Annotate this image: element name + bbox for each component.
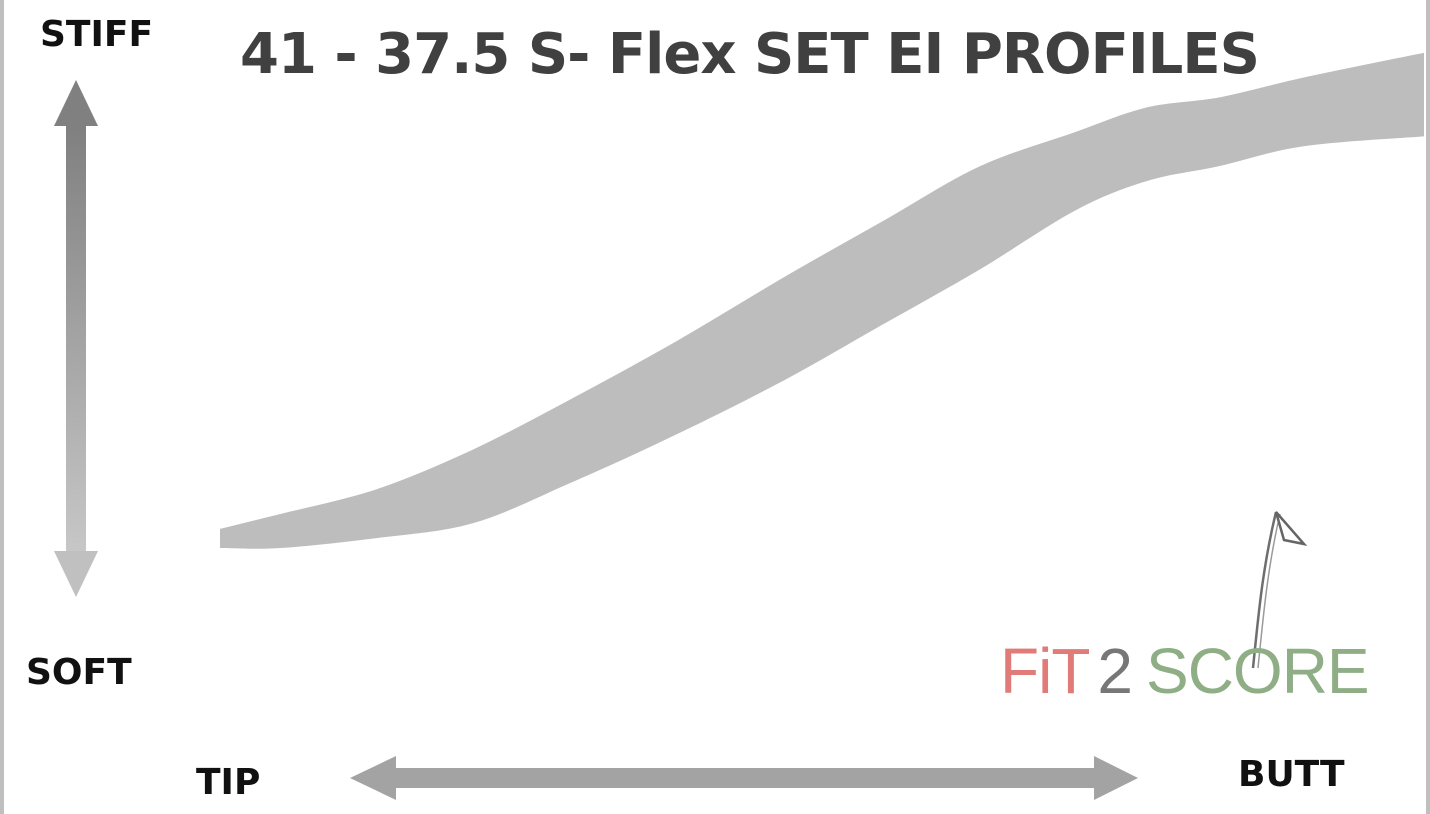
ei-profile-upper-edge [219,51,1425,529]
tip-arrow-head [350,756,396,800]
butt-label: BUTT [1238,754,1345,795]
stiffness-arrow [54,80,98,597]
tip-butt-arrow [350,756,1138,800]
tip-label: TIP [196,762,261,803]
soft-label: SOFT [26,652,132,693]
flag-icon [1251,511,1308,669]
stiffness-arrow-down-head [54,551,98,597]
logo-score: SCORE [1146,635,1370,707]
butt-arrow-head [1094,756,1138,800]
chart-title: 41 - 37.5 S- Flex SET EI PROFILES [240,22,1260,87]
ei-profile-band [220,52,1424,549]
logo-two: 2 [1097,635,1133,707]
tip-butt-arrow-shaft [390,768,1100,788]
logo-fit: FiT [1000,635,1090,707]
stiffness-arrow-shaft [66,122,86,558]
ei-band-layer [219,51,1425,549]
stiff-label: STIFF [40,14,154,55]
fit2score-logo: FiT 2 SCORE [1000,634,1370,708]
stiffness-arrow-up-head [54,80,98,126]
